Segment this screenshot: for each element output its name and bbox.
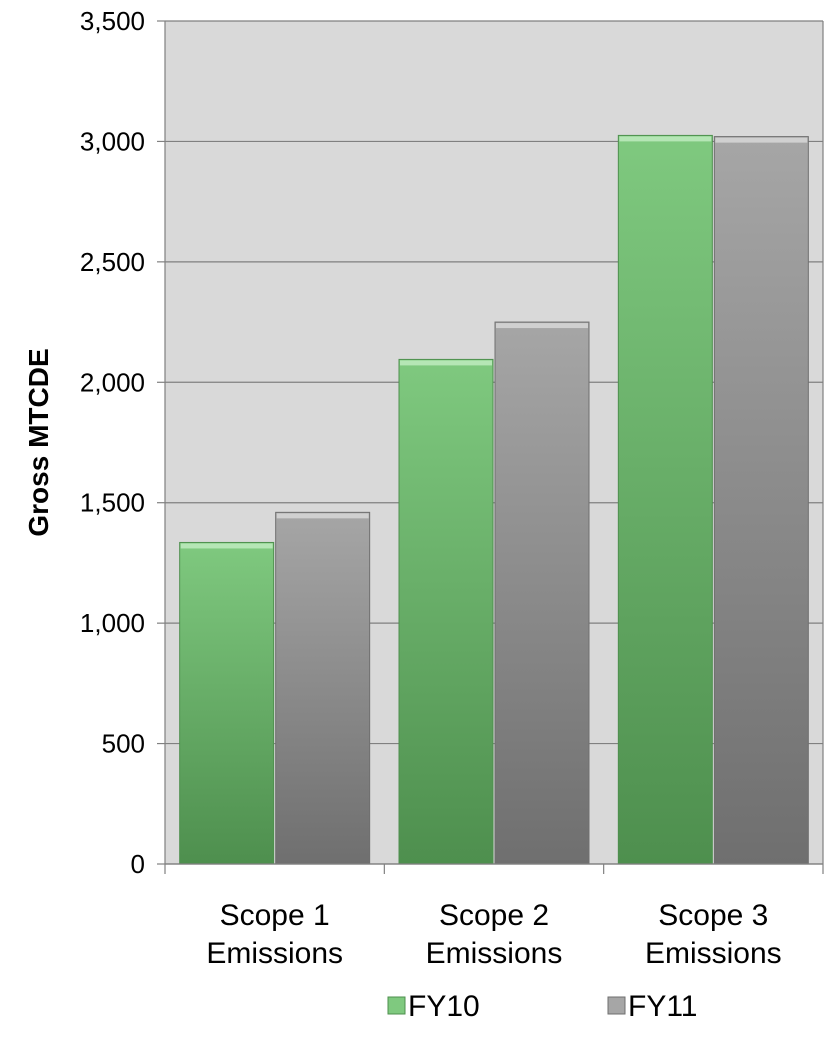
bar-fy10-2 [398,358,494,865]
bar-top-bevel [180,543,273,549]
y-tick-label: 1,000 [80,608,145,638]
axes [157,20,824,874]
y-axis-title: Gross MTCDE [23,348,54,536]
x-category-label: Emissions [645,937,782,970]
y-tick-label: 0 [131,849,145,879]
y-tick-label: 500 [102,729,145,759]
bar-top-bevel [715,137,808,143]
y-tick-label: 1,500 [80,488,145,518]
y-tick-label: 2,000 [80,367,145,397]
x-category-label: Scope 3 [658,899,768,932]
bar-fy11-3 [713,136,809,865]
legend-swatch-fy11 [607,996,626,1015]
legend: FY10 FY11 [387,990,697,1023]
bar-top-bevel [400,360,492,366]
bar-fy10-1 [179,541,275,865]
bar-top-bevel [619,136,712,142]
x-category-label: Scope 2 [439,899,549,932]
y-tick-label: 2,500 [80,247,145,277]
y-tick-label: 3,000 [80,126,145,156]
bar-top-bevel [276,513,369,519]
legend-label-fy11: FY11 [628,990,697,1023]
bar-top-bevel [496,323,588,329]
y-tick-label: 3,500 [80,6,145,36]
labels: 0 500 1,000 1,500 2,000 2,500 3,000 3,500 Scope … [80,6,782,970]
bars [179,134,809,865]
x-category-label: Emissions [206,937,343,970]
bar-fy10-3 [617,134,713,865]
plot-area [165,21,823,864]
x-category-label: Scope 1 [220,899,330,932]
legend-label-fy10: FY10 [408,990,480,1023]
bar-fy11-2 [494,321,590,865]
legend-swatch-fy10 [387,996,406,1015]
bar-fy11-1 [275,511,371,865]
x-category-label: Emissions [426,937,563,970]
